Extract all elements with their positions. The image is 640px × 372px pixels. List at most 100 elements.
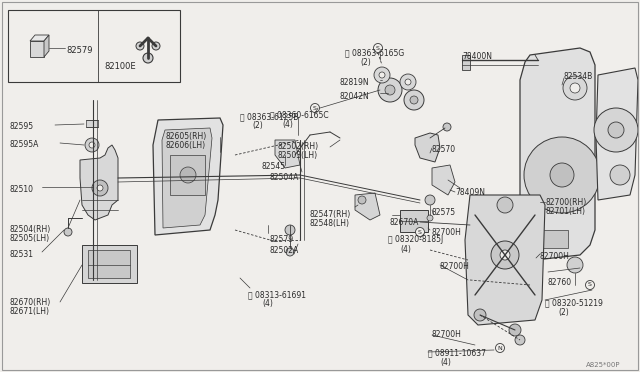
Circle shape [379,72,385,78]
Text: 82503(LH): 82503(LH) [278,151,318,160]
Text: Ⓢ 08360-6165C: Ⓢ 08360-6165C [270,110,328,119]
Circle shape [374,44,383,52]
Polygon shape [153,118,223,235]
Circle shape [97,185,103,191]
Text: 82042N: 82042N [340,92,370,101]
Text: 82504A: 82504A [270,173,300,182]
Circle shape [143,53,153,63]
Circle shape [427,215,433,221]
Bar [88,250,130,278]
Text: 82700(RH): 82700(RH) [545,198,586,207]
Text: S: S [313,106,317,110]
Text: 82819N: 82819N [340,78,370,87]
Circle shape [610,165,630,185]
Circle shape [550,163,574,187]
Circle shape [400,74,416,90]
Circle shape [310,103,319,112]
Text: 82595: 82595 [10,122,34,131]
Text: 82595A: 82595A [10,140,40,149]
Text: 78409N: 78409N [455,188,485,197]
Circle shape [570,83,580,93]
Text: 82701(LH): 82701(LH) [545,207,585,216]
Text: Ⓢ 08320-51219: Ⓢ 08320-51219 [545,298,603,307]
Text: 82670A: 82670A [390,218,419,227]
Circle shape [497,197,513,213]
Text: (2): (2) [558,308,569,317]
Bar [538,230,568,248]
Text: (4): (4) [440,358,451,367]
Text: Ⓝ 08911-10637: Ⓝ 08911-10637 [428,348,486,357]
Bar [82,245,137,283]
Text: 82502A: 82502A [270,246,300,255]
Text: 82504(RH): 82504(RH) [10,225,51,234]
Text: Ⓢ 08313-61691: Ⓢ 08313-61691 [248,290,306,299]
Circle shape [285,225,295,235]
Text: (4): (4) [400,245,411,254]
Circle shape [586,280,595,289]
Text: 82545: 82545 [262,162,286,171]
Text: 82505(LH): 82505(LH) [10,234,50,243]
Text: Ⓢ 08363-6125B: Ⓢ 08363-6125B [240,112,298,121]
Text: 82605(RH): 82605(RH) [165,132,206,141]
Text: 82670(RH): 82670(RH) [10,298,51,307]
Bar [400,210,428,232]
Bar [8,10,180,82]
Polygon shape [432,165,455,195]
Text: 82100E: 82100E [104,62,136,71]
Circle shape [500,250,510,260]
Polygon shape [520,48,595,260]
Text: 82575: 82575 [432,208,456,217]
Circle shape [180,167,196,183]
Text: 82700H: 82700H [440,262,470,271]
Circle shape [608,122,624,138]
Text: 82534B: 82534B [564,72,593,81]
Bar [462,55,470,70]
Text: S: S [588,282,592,288]
Circle shape [374,67,390,83]
Circle shape [378,78,402,102]
Circle shape [567,257,583,273]
Text: 82700H: 82700H [540,252,570,261]
Polygon shape [465,195,545,325]
Text: S: S [418,230,422,234]
Circle shape [92,180,108,196]
Circle shape [405,79,411,85]
Circle shape [152,42,160,50]
Circle shape [524,137,600,213]
Circle shape [404,90,424,110]
Bar [170,155,205,195]
Circle shape [443,123,451,131]
Circle shape [495,343,504,353]
Circle shape [85,138,99,152]
Circle shape [515,335,525,345]
Circle shape [425,195,435,205]
Text: Ⓢ 08320-8185J: Ⓢ 08320-8185J [388,235,444,244]
Text: Ⓢ 08363-6165G: Ⓢ 08363-6165G [345,48,404,57]
Circle shape [89,142,95,148]
Text: S: S [376,45,380,51]
Circle shape [509,324,521,336]
Circle shape [410,96,418,104]
Circle shape [474,309,486,321]
Polygon shape [355,193,380,220]
Text: 82502(RH): 82502(RH) [278,142,319,151]
Circle shape [385,85,395,95]
Polygon shape [415,133,440,162]
Text: 82700H: 82700H [432,228,462,237]
Text: 82531: 82531 [10,250,34,259]
Circle shape [415,228,424,237]
Text: (4): (4) [282,120,293,129]
Polygon shape [44,35,49,57]
Text: (2): (2) [360,58,371,67]
Text: 82579: 82579 [66,46,93,55]
Polygon shape [162,128,212,228]
Text: A825*00P: A825*00P [586,362,620,368]
Text: 82579: 82579 [270,235,294,244]
Text: 78400N: 78400N [462,52,492,61]
Text: (4): (4) [262,299,273,308]
Text: 82510: 82510 [10,185,34,194]
Text: 82606(LH): 82606(LH) [165,141,205,150]
Text: 82547(RH): 82547(RH) [310,210,351,219]
Circle shape [136,42,144,50]
Text: 82548(LH): 82548(LH) [310,219,350,228]
